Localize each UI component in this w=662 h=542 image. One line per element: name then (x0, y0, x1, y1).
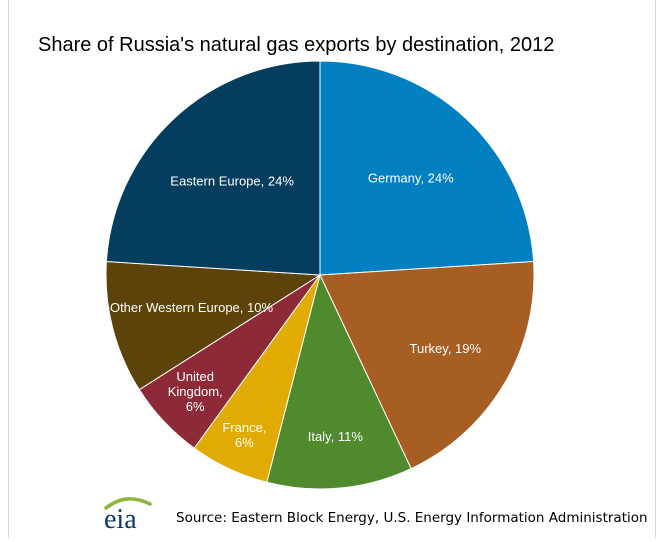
pie-slice (266, 273, 412, 490)
pie-slices (105, 60, 535, 490)
slice-label: United Kingdom, 6% (168, 369, 223, 414)
pie-chart: Germany, 24% Turkey, 19% Italy, 11% France,… (105, 60, 535, 490)
pie-labels: Germany, 24% Turkey, 19% Italy, 11% France,… (110, 170, 482, 450)
footer: eia Source: Eastern Block Energy, U.S. E… (0, 490, 662, 540)
svg-text:eia: eia (104, 504, 137, 534)
chart-frame (8, 0, 656, 538)
source-note: Source: Eastern Block Energy, U.S. Energ… (176, 510, 648, 526)
eia-logo: eia (104, 497, 152, 534)
slice-label: France, 6% (222, 420, 266, 450)
pie-slice (105, 60, 321, 276)
pie-slice (319, 60, 535, 276)
slice-label: Other Western Europe, 10% (110, 300, 274, 315)
pie-slice (105, 261, 322, 391)
slice-label: Eastern Europe, 24% (170, 173, 294, 188)
slice-label: Italy, 11% (308, 429, 364, 444)
chart-title: Share of Russia's natural gas exports by… (38, 34, 555, 56)
slice-label: Turkey, 19% (410, 341, 482, 356)
pie-slice (319, 261, 535, 470)
slice-label: Germany, 24% (368, 170, 454, 185)
